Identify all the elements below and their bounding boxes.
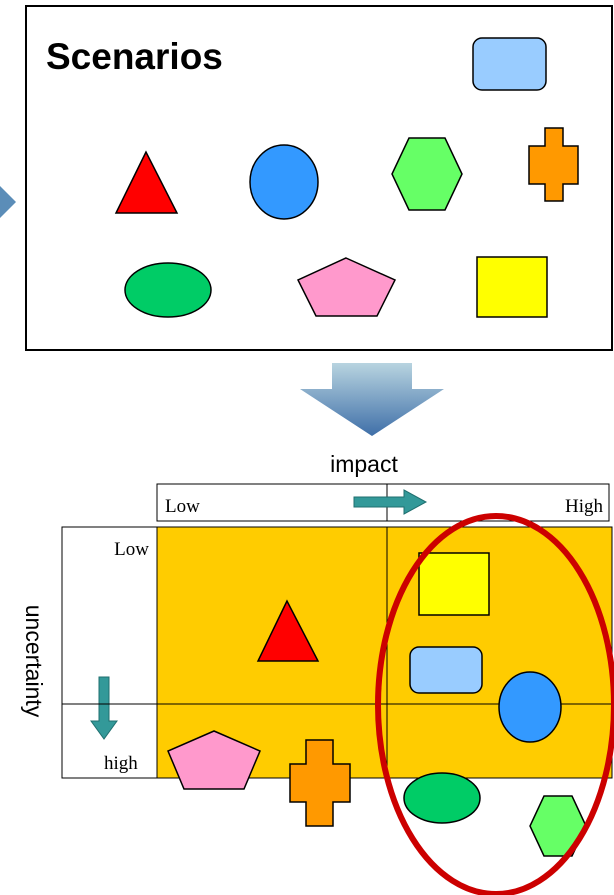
uncertainty-label: uncertainty <box>21 605 47 718</box>
matrix-pentagon <box>167 730 261 790</box>
down-arrow <box>300 363 444 436</box>
matrix-circle <box>498 671 562 743</box>
impact-label: impact <box>330 451 398 477</box>
matrix-triangle <box>256 599 320 662</box>
circle-shape <box>249 144 319 220</box>
square-shape <box>476 256 548 318</box>
uncertainty-low-label: Low <box>114 539 149 560</box>
impact-direction-arrow <box>353 489 428 515</box>
impact-low-label: Low <box>165 496 200 517</box>
rounded-rectangle-shape <box>472 37 547 91</box>
triangle-shape <box>114 150 179 214</box>
matrix-cross <box>289 739 351 827</box>
left-pointer-arrow <box>0 186 16 218</box>
matrix-ellipse <box>403 772 481 824</box>
impact-high-label: High <box>565 496 604 517</box>
matrix-square <box>418 552 490 616</box>
hexagon-shape <box>391 137 463 211</box>
pentagon-shape <box>296 257 397 317</box>
uncertainty-direction-arrow <box>90 676 118 740</box>
uncertainty-high-label: high <box>104 753 138 774</box>
ellipse-shape <box>124 262 212 318</box>
high-impact-highlight <box>375 513 614 895</box>
matrix-rounded-rectangle <box>409 646 483 694</box>
cross-shape <box>528 127 579 202</box>
uncertainty-column-cell <box>61 526 158 779</box>
matrix-hexagon <box>529 795 587 857</box>
scenarios-title: Scenarios <box>46 36 223 77</box>
